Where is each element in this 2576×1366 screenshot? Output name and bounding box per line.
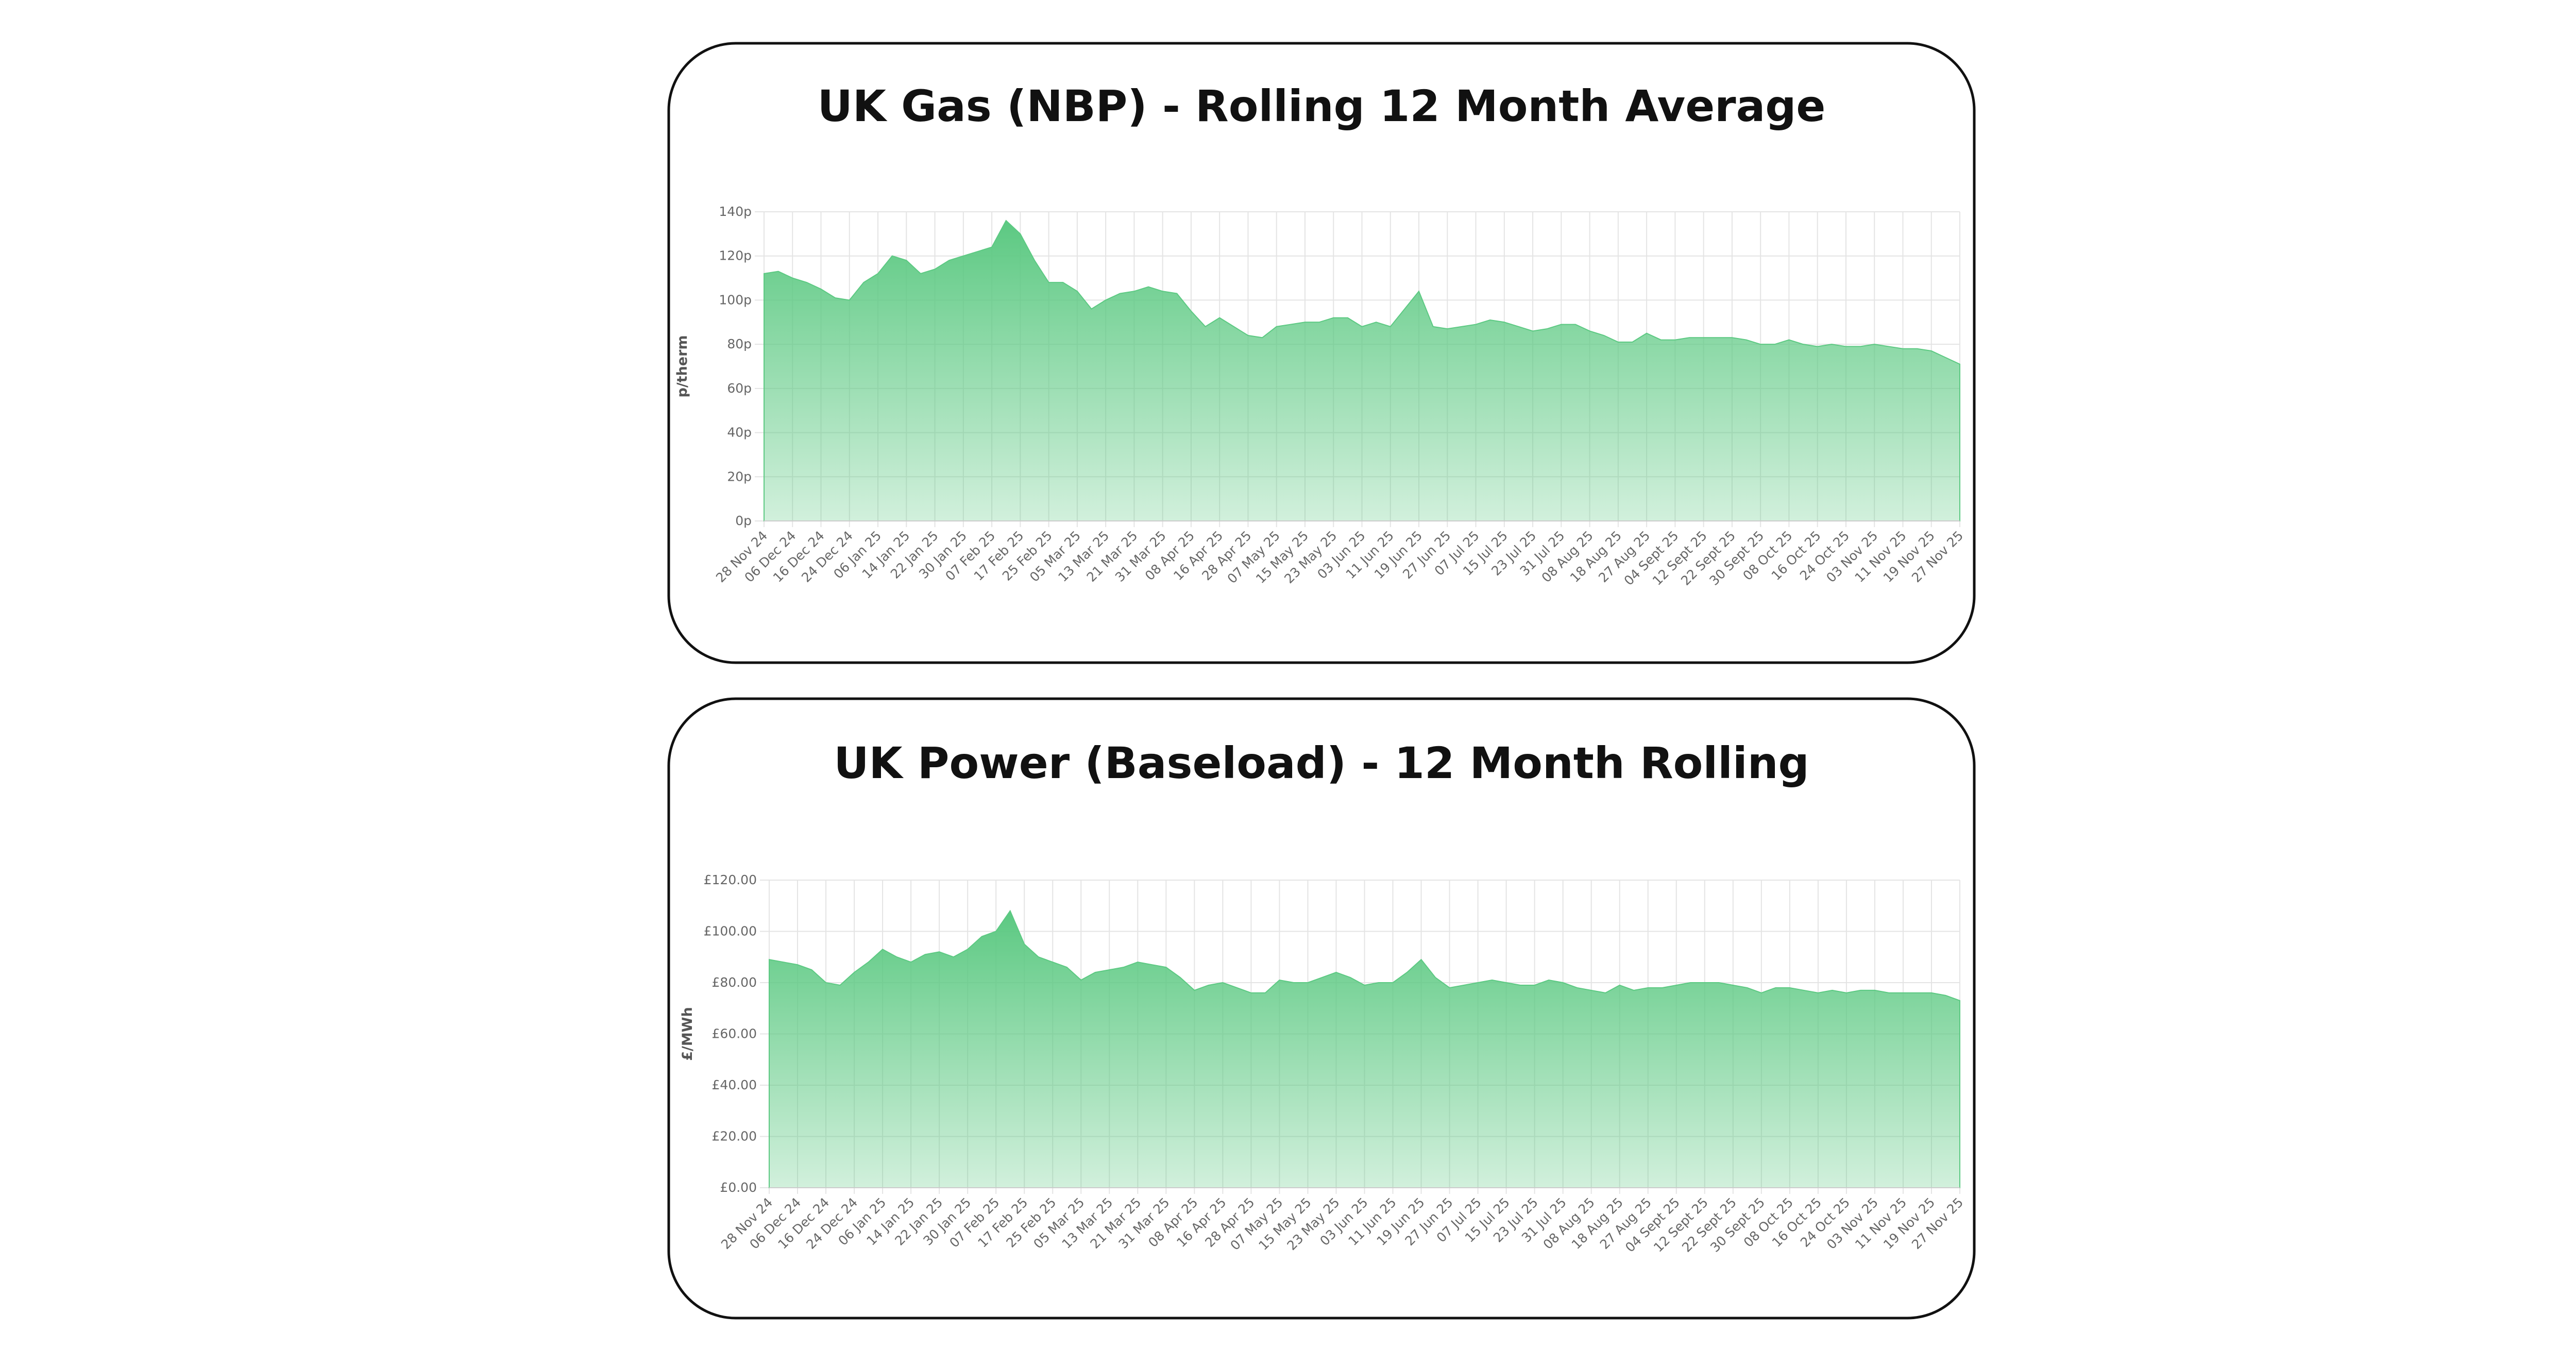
y-tick-label: 60p — [727, 381, 752, 396]
y-tick-label: £100.00 — [704, 924, 757, 939]
y-tick-label: 100p — [719, 292, 752, 307]
y-axis-label: £/MWh — [680, 1007, 696, 1061]
y-tick-label: £20.00 — [712, 1129, 757, 1144]
y-tick-label: £80.00 — [712, 975, 757, 990]
y-tick-label: 140p — [719, 204, 752, 219]
area — [764, 220, 1960, 521]
y-tick-label: 40p — [727, 425, 752, 440]
y-tick-label: £120.00 — [704, 872, 757, 887]
y-tick-label: £60.00 — [712, 1026, 757, 1041]
y-tick-label: 20p — [727, 469, 752, 484]
chart-title: UK Power (Baseload) - 12 Month Rolling — [834, 738, 1809, 788]
y-tick-label: £40.00 — [712, 1077, 757, 1092]
chart-title: UK Gas (NBP) - Rolling 12 Month Average — [818, 81, 1826, 131]
y-tick-label: 80p — [727, 336, 752, 351]
y-axis-label: p/therm — [674, 335, 690, 397]
y-tick-label: 0p — [735, 513, 752, 528]
y-tick-label: 120p — [719, 248, 752, 263]
area — [769, 909, 1960, 1188]
y-tick-label: £0.00 — [720, 1180, 757, 1195]
